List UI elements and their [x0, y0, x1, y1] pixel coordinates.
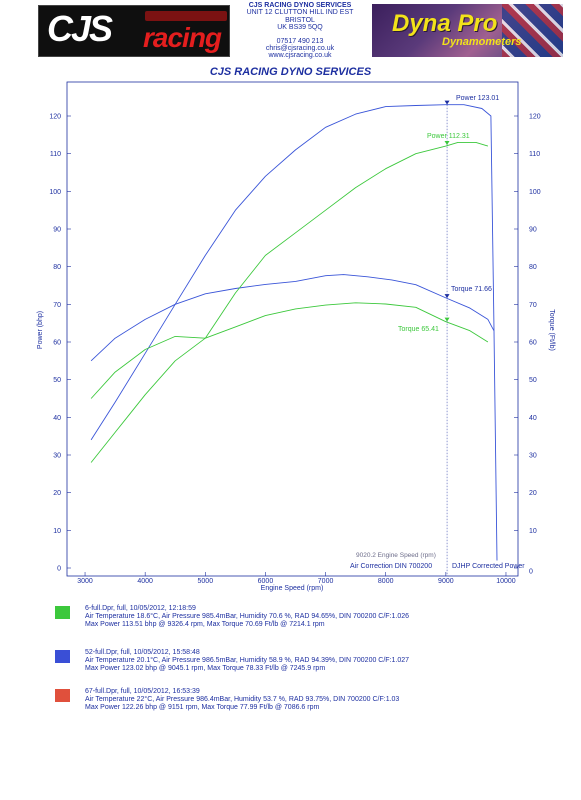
- y-tick-label-left: 90: [53, 227, 61, 234]
- cjs-racing-logo: CJS racing: [38, 5, 230, 57]
- run-title: 6-full.Dpr, full, 10/05/2012, 12:18:59: [85, 605, 196, 612]
- y-tick-label-right: 80: [529, 264, 537, 271]
- x-tick-label: 5000: [198, 578, 214, 585]
- run-max-values: Max Power 122.26 bhp @ 9151 rpm, Max Tor…: [85, 704, 320, 711]
- dyna-pro-logo: Dyna Pro Dynamometers: [372, 4, 563, 57]
- x-tick-label: 9000: [438, 578, 454, 585]
- y-axis-label-left: Power (bhp): [37, 311, 44, 349]
- dyna-pro-logo-text: Dyna Pro: [392, 10, 498, 37]
- logo-tagline-strip: [145, 11, 227, 21]
- engine-speed-note: 9020.2 Engine Speed (rpm): [356, 552, 436, 559]
- address-line-3: UK BS39 5QQ: [277, 24, 323, 32]
- series-line-2: [90, 274, 495, 362]
- air-correction-note: Air Correction DIN 700200: [350, 563, 432, 570]
- run-title: 52-full.Dpr, full, 10/05/2012, 15:58:48: [85, 649, 200, 656]
- y-tick-label-right: 50: [529, 377, 537, 384]
- run-conditions: Air Temperature 20.1°C, Air Pressure 986…: [85, 657, 410, 664]
- y-axis-label-right: Torque (Ft/lb): [548, 309, 555, 351]
- y-tick-label-right: 120: [529, 114, 541, 121]
- y-ticks-left: 0 10 20 30 40 50 60 70 80 90 100 110 120: [49, 114, 71, 573]
- y-tick-label-right: 90: [529, 227, 537, 234]
- logo-main-text: CJS: [47, 8, 113, 49]
- address-line-2: BRISTOL: [285, 16, 315, 24]
- company-phone: 07517 490 213: [276, 37, 324, 45]
- company-email: chris@cjsracing.co.uk: [265, 45, 335, 53]
- union-flag-graphic: [502, 4, 563, 57]
- peak-marker-icon: [444, 100, 450, 105]
- header: CJS racing CJS RACING DYNO SERVICES UNIT…: [0, 0, 581, 62]
- y-tick-label-left: 20: [53, 490, 61, 497]
- peak-marker-icon: [444, 294, 450, 299]
- run-max-values: Max Power 123.02 bhp @ 9045.1 rpm, Max T…: [85, 665, 326, 672]
- y-tick-label-right: 60: [529, 340, 537, 347]
- run-conditions: Air Temperature 22°C, Air Pressure 986.4…: [85, 696, 400, 703]
- y-ticks-right: 0 10 20 30 40 50 60 70 80 90 100 110 120: [514, 114, 541, 576]
- y-tick-label-right: 30: [529, 453, 537, 460]
- djhp-note: DJHP Corrected Power: [452, 563, 525, 570]
- y-tick-label-left: 70: [53, 302, 61, 309]
- y-tick-label-right: 10: [529, 528, 537, 535]
- torque-green-label: Torque 65.41: [398, 326, 439, 333]
- plot-frame: [66, 81, 519, 577]
- y-tick-label-right: 20: [529, 490, 537, 497]
- y-tick-label-left: 110: [50, 151, 61, 158]
- run-max-values: Max Power 113.51 bhp @ 9326.4 rpm, Max T…: [85, 621, 325, 628]
- y-tick-label-left: 0: [57, 566, 61, 573]
- peak-marker-icon: [444, 140, 450, 145]
- y-tick-label-left: 60: [53, 340, 61, 347]
- series-line-4: [90, 302, 489, 399]
- y-tick-label-right: 100: [529, 189, 541, 196]
- series-layer: [90, 100, 498, 576]
- run-color-swatch: [55, 689, 70, 702]
- run-title: 67-full.Dpr, full, 10/05/2012, 16:53:39: [85, 688, 200, 695]
- company-address-block: CJS RACING DYNO SERVICES UNIT 12 CLUTTON…: [230, 2, 370, 60]
- y-tick-label-left: 100: [49, 189, 61, 196]
- dynamometers-logo-text: Dynamometers: [442, 36, 522, 48]
- run-color-swatch: [55, 650, 70, 663]
- y-tick-label-left: 80: [53, 264, 61, 271]
- company-website: www.cjsracing.co.uk: [268, 52, 332, 60]
- torque-blue-label: Torque 71.66: [451, 286, 492, 293]
- company-name: CJS RACING DYNO SERVICES: [248, 2, 352, 9]
- y-tick-label-right: 70: [529, 302, 537, 309]
- y-tick-label-left: 30: [53, 453, 61, 460]
- x-tick-label: 8000: [378, 578, 394, 585]
- y-tick-label-right: 40: [529, 415, 537, 422]
- power-blue-label: Power 123.01: [456, 95, 499, 102]
- y-tick-label-left: 50: [53, 377, 61, 384]
- logo-sub-text: racing: [143, 22, 222, 53]
- x-tick-label: 4000: [137, 578, 153, 585]
- x-ticks: 3000 4000 5000 6000 7000 8000 9000 10000: [77, 572, 516, 585]
- x-tick-label: 3000: [77, 578, 93, 585]
- series-line-1: [90, 104, 498, 561]
- chart-title: CJS RACING DYNO SERVICES: [209, 66, 372, 78]
- x-axis-label: Engine Speed (rpm): [261, 585, 324, 592]
- peak-marker-icon: [444, 317, 450, 322]
- y-tick-label-right: 110: [529, 151, 540, 158]
- address-line-1: UNIT 12 CLUTTON HILL IND EST: [246, 9, 354, 17]
- x-tick-label: 10000: [496, 578, 516, 585]
- run-color-swatch: [55, 606, 70, 619]
- power-green-label: Power 112.31: [427, 133, 470, 140]
- run-conditions: Air Temperature 18.6°C, Air Pressure 985…: [85, 613, 410, 620]
- x-tick-label: 6000: [258, 578, 274, 585]
- y-tick-label-right: 0: [529, 569, 533, 576]
- y-tick-label-left: 40: [53, 415, 61, 422]
- x-tick-label: 7000: [318, 578, 334, 585]
- series-line-3: [90, 141, 489, 463]
- y-tick-label-left: 120: [49, 114, 61, 121]
- y-tick-label-left: 10: [53, 528, 61, 535]
